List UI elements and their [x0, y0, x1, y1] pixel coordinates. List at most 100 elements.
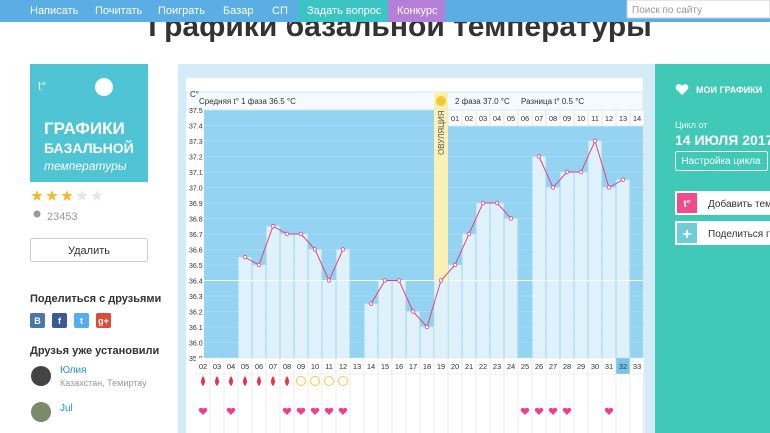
temperature-point	[256, 262, 262, 268]
x-tick-label: 03	[213, 362, 221, 371]
share-icon-label[interactable]: t	[80, 316, 83, 326]
x-tick-label: 26	[535, 362, 543, 371]
nav-item[interactable]: Базар	[223, 5, 254, 17]
app-icon-heart	[95, 78, 113, 96]
bar	[406, 311, 420, 359]
y-label-col	[186, 110, 204, 358]
bar	[434, 280, 448, 359]
friend-name[interactable]: Юлия	[60, 365, 87, 376]
x-tick-label: 29	[577, 362, 585, 371]
mucus-icon	[296, 376, 306, 386]
x-tick-label: 07	[269, 362, 277, 371]
diff-label: Разница t° 0.5 °C	[521, 97, 584, 106]
x-tick-label: 22	[479, 362, 487, 371]
temperature-point	[270, 224, 276, 229]
delete-button[interactable]	[30, 238, 148, 262]
share-icon-label[interactable]: g+	[98, 316, 109, 326]
share-icon-label[interactable]: В	[34, 316, 41, 326]
x-tick-label: 11	[325, 362, 333, 371]
rating-star	[91, 190, 103, 201]
bar	[252, 264, 266, 359]
heart-icon	[226, 407, 236, 415]
x-tick-label: 12	[339, 362, 347, 371]
nav-item[interactable]: Поиграть	[158, 5, 205, 17]
delete-button-label[interactable]: Удалить	[68, 245, 110, 257]
x-tick-label: 13	[353, 362, 361, 371]
x-tick-label: 15	[381, 362, 389, 371]
add-temp-label[interactable]: Добавить тем	[708, 198, 770, 210]
install-count: 23453	[47, 211, 78, 223]
share-chart-label[interactable]: Поделиться гр	[708, 229, 770, 240]
bar	[294, 233, 308, 359]
x-tick-label: 19	[437, 362, 445, 371]
phase2-day: 12	[605, 114, 613, 123]
y-tick-label: 36.3	[189, 294, 203, 301]
search-placeholder[interactable]: Поиск по сайту	[632, 5, 702, 16]
nav-item[interactable]: Задать вопрос	[307, 5, 382, 17]
phase2-day: 04	[493, 114, 501, 123]
app-icon-text: ГРАФИКИ	[44, 119, 125, 138]
ovulation-sun	[436, 96, 446, 106]
app-icon	[30, 64, 148, 182]
share-icon-label[interactable]: f	[58, 316, 62, 326]
heart-icon	[296, 407, 306, 415]
temperature-point	[284, 231, 290, 237]
x-tick-label: 33	[633, 362, 641, 371]
temperature-point	[592, 138, 598, 144]
rating-star	[61, 190, 73, 201]
x-tick-label: 04	[227, 362, 235, 371]
y-tick-label: 36.1	[189, 325, 203, 332]
bar	[588, 140, 602, 359]
share-icon[interactable]	[96, 313, 111, 328]
bar	[560, 171, 574, 359]
share-icon[interactable]	[30, 313, 45, 328]
x-tick-label: 06	[255, 362, 263, 371]
temperature-point	[494, 200, 500, 206]
share-icon[interactable]	[74, 313, 89, 328]
ovulation-label: ОВУЛЯЦИЯ	[437, 110, 446, 155]
day-cell	[629, 357, 645, 375]
x-tick-label: 30	[591, 362, 599, 371]
settings-button-label[interactable]: Настройка цикла	[681, 156, 761, 167]
settings-button[interactable]	[675, 151, 768, 171]
nav-item[interactable]: Конкурс	[397, 5, 438, 17]
y-tick-label: 36.7	[189, 232, 203, 239]
phase2-label: 2 фаза 37.0 °C	[455, 97, 510, 106]
bar	[532, 156, 546, 359]
x-tick-label: 09	[297, 362, 305, 371]
rating-star	[76, 190, 88, 201]
x-tick-label: 21	[465, 362, 473, 371]
bar	[392, 280, 406, 359]
temperature-point	[312, 247, 318, 252]
side-title[interactable]: МОИ ГРАФИКИ	[696, 85, 762, 95]
temperature-point	[368, 301, 374, 306]
nav-item[interactable]: Написать	[30, 5, 79, 17]
y-tick-label: 37.5	[189, 108, 203, 115]
nav-item[interactable]: Почитать	[95, 5, 142, 17]
temperature-point	[620, 177, 626, 182]
phase2-day: 05	[507, 114, 515, 123]
heart-icon	[520, 407, 530, 415]
share-chart-icon	[677, 223, 697, 243]
phase2-day: 08	[549, 114, 557, 123]
y-tick-label: 36.6	[189, 248, 203, 255]
nav-item[interactable]: СП	[272, 5, 288, 17]
y-tick-label: 36.4	[189, 279, 203, 286]
temperature-point	[242, 255, 248, 260]
share-icon[interactable]	[52, 313, 67, 328]
heart-icon	[324, 407, 334, 415]
app-icon-text: t°	[38, 79, 46, 93]
x-tick-label: 25	[521, 362, 529, 371]
friends-title: Друзья уже установили	[30, 345, 159, 357]
bar	[308, 249, 322, 359]
bar	[378, 280, 392, 359]
search-box[interactable]	[626, 0, 770, 19]
share-chart-icon-label: +	[682, 226, 691, 243]
y-tick-label: 37.0	[189, 186, 203, 193]
phase2-day: 09	[563, 114, 571, 123]
temperature-point	[424, 324, 430, 330]
friend-name[interactable]: Jul	[60, 403, 73, 414]
phase2-day-cell	[629, 109, 645, 127]
bar	[462, 233, 476, 359]
side-panel	[655, 64, 770, 433]
